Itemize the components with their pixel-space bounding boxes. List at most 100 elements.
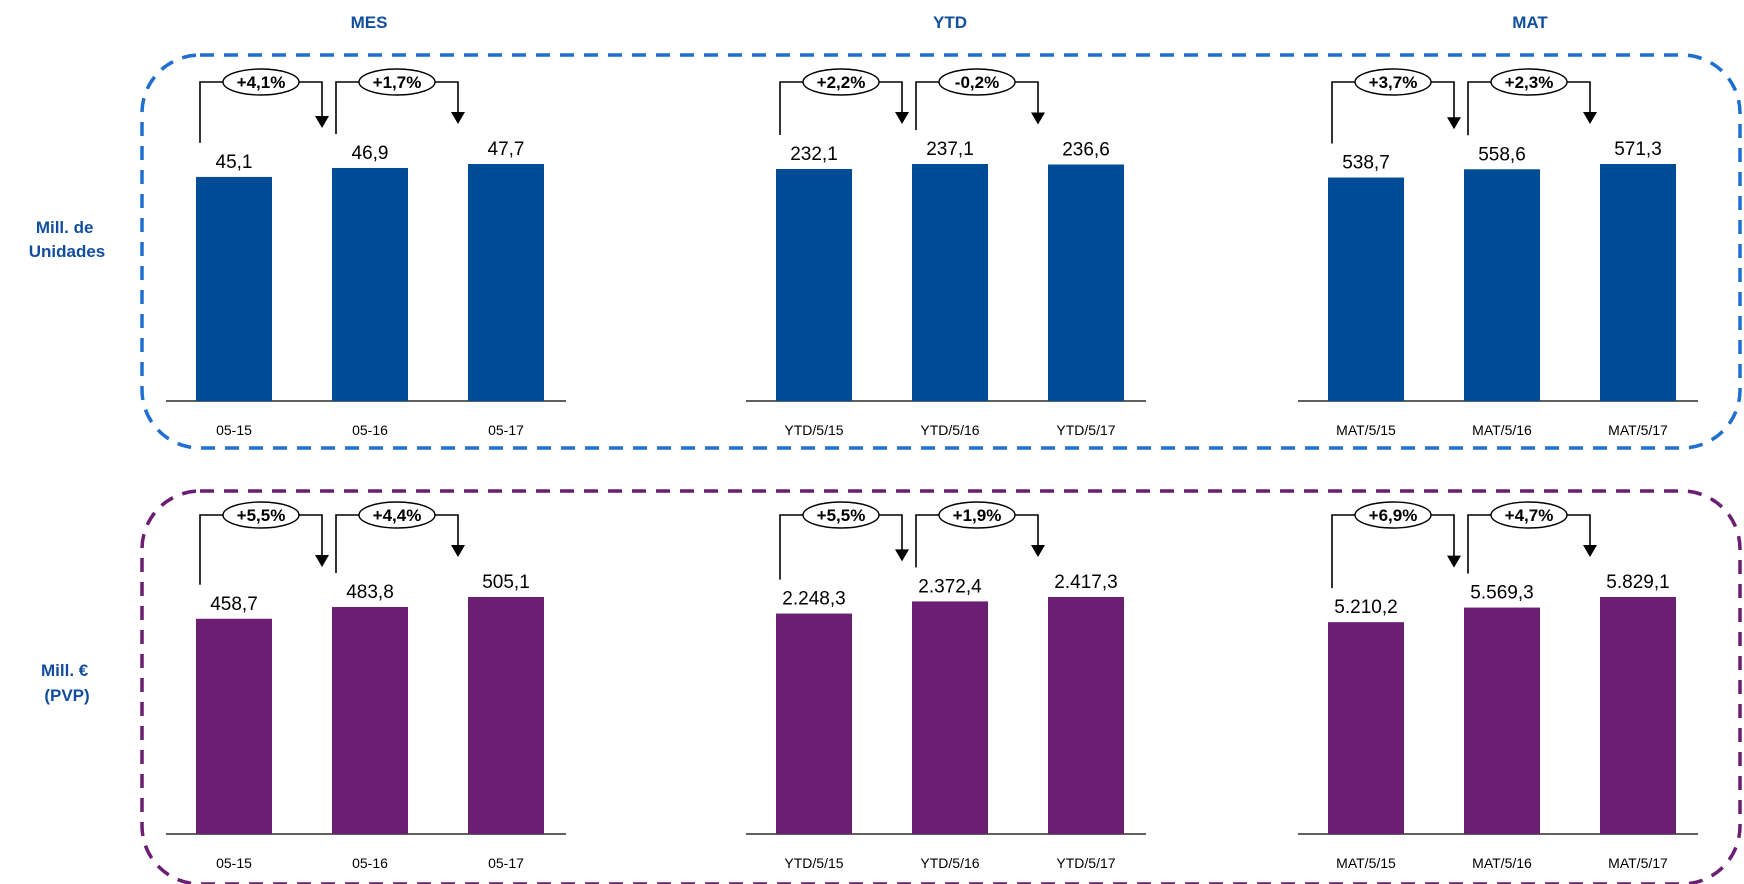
growth-bracket: +2,3% <box>1467 68 1597 136</box>
value-row-frame <box>140 489 1742 884</box>
bar-value-label: 483,8 <box>346 582 394 603</box>
growth-bracket: +4,4% <box>335 501 465 573</box>
bar-ytd-5-15 <box>776 168 852 401</box>
bar-value-label: 5.210,2 <box>1334 597 1397 618</box>
growth-arrowhead <box>1031 112 1045 125</box>
bar-ytd-5-15 <box>776 613 852 834</box>
growth-arrowhead <box>1447 555 1461 568</box>
x-tick-label: YTD/5/16 <box>920 855 979 871</box>
x-tick-label: YTD/5/17 <box>1056 855 1115 871</box>
growth-bracket: +1,7% <box>335 68 465 134</box>
growth-label: +6,9% <box>1369 506 1418 525</box>
growth-bubble <box>1490 501 1568 529</box>
growth-bracket: +4,7% <box>1467 501 1597 574</box>
x-tick-label: 05-17 <box>488 422 524 438</box>
bar-value-label: 2.372,4 <box>918 576 982 597</box>
bar-value-label: 458,7 <box>210 594 258 615</box>
growth-bracket: +5,5% <box>779 501 909 580</box>
growth-label: +2,3% <box>1505 73 1554 92</box>
growth-arrowhead <box>315 115 329 128</box>
bar-05-17 <box>468 597 544 834</box>
bar-value-label: 558,6 <box>1478 144 1526 165</box>
bar-05-15 <box>196 176 272 401</box>
bar-value-label: 5.829,1 <box>1606 572 1669 593</box>
growth-arrowhead <box>315 554 329 567</box>
bar-mat-5-17 <box>1600 597 1676 834</box>
growth-label: +4,4% <box>373 506 422 525</box>
bar-05-15 <box>196 618 272 834</box>
x-tick-label: YTD/5/15 <box>784 855 843 871</box>
growth-label: +5,5% <box>237 506 286 525</box>
x-tick-label: 05-16 <box>352 855 388 871</box>
x-tick-label: MAT/5/15 <box>1336 855 1396 871</box>
panel-units-mat: 538,7 MAT/5/15 558,6 MAT/5/16 571,3 MAT/5/17 +… <box>1298 68 1698 438</box>
bar-value-label: 47,7 <box>488 139 525 160</box>
growth-label: +1,7% <box>373 73 422 92</box>
x-tick-label: 05-15 <box>216 855 252 871</box>
row-label-units: Mill. de Unidades <box>29 218 106 261</box>
row-label-units-line1: Mill. de <box>36 218 94 237</box>
growth-bubble <box>1354 501 1432 529</box>
x-tick-label: YTD/5/15 <box>784 422 843 438</box>
growth-bubble <box>1490 68 1568 96</box>
chart-panels: 45,1 05-15 46,9 05-16 47,7 05-17 +4,1% +1,7% 232… <box>166 68 1698 871</box>
row-label-value-line1: Mill. € <box>41 661 89 680</box>
row-frames <box>140 53 1742 884</box>
growth-bubble <box>358 501 436 529</box>
panel-value-mat: 5.210,2 MAT/5/15 5.569,3 MAT/5/16 5.829,1 MAT… <box>1298 501 1698 871</box>
growth-arrowhead <box>1583 112 1597 124</box>
bar-value-label: 46,9 <box>352 143 389 164</box>
bar-value-label: 571,3 <box>1614 139 1662 160</box>
row-label-value-line2: (PVP) <box>44 686 89 705</box>
panel-value-mes: 458,7 05-15 483,8 05-16 505,1 05-17 +5,5% +4,4% <box>166 501 566 871</box>
growth-bracket: +4,1% <box>199 68 329 143</box>
bar-mat-5-16 <box>1464 169 1540 401</box>
bar-05-16 <box>332 606 408 834</box>
bar-value-label: 232,1 <box>790 144 838 165</box>
x-tick-label: MAT/5/15 <box>1336 422 1396 438</box>
row-label-units-line2: Unidades <box>29 242 106 261</box>
growth-arrowhead <box>895 549 909 562</box>
growth-bracket: -0,2% <box>915 68 1045 130</box>
units-row-frame <box>140 53 1742 450</box>
x-tick-label: MAT/5/16 <box>1472 855 1532 871</box>
growth-bracket: +1,9% <box>915 501 1045 568</box>
growth-bracket: +2,2% <box>779 68 909 135</box>
growth-bubble <box>802 68 880 96</box>
x-tick-label: MAT/5/17 <box>1608 422 1668 438</box>
header-ytd: YTD <box>933 13 967 32</box>
bar-value-label: 236,6 <box>1062 139 1110 160</box>
header-mat: MAT <box>1512 13 1548 32</box>
growth-bubble <box>222 68 300 96</box>
x-tick-label: YTD/5/16 <box>920 422 979 438</box>
bar-ytd-5-16 <box>912 164 988 401</box>
x-tick-label: MAT/5/16 <box>1472 422 1532 438</box>
row-label-value: Mill. € (PVP) <box>41 661 93 705</box>
growth-bubble <box>222 501 300 529</box>
growth-arrowhead <box>1031 545 1045 557</box>
growth-bubble <box>358 68 436 96</box>
x-tick-label: 05-16 <box>352 422 388 438</box>
growth-bubble <box>938 68 1016 96</box>
growth-bubble <box>802 501 880 529</box>
panel-units-ytd: 232,1 YTD/5/15 237,1 YTD/5/16 236,6 YTD/5/17 +… <box>746 68 1146 438</box>
bar-mat-5-16 <box>1464 607 1540 834</box>
bar-mat-5-15 <box>1328 177 1404 401</box>
x-tick-label: 05-17 <box>488 855 524 871</box>
growth-bracket: +3,7% <box>1331 68 1461 144</box>
growth-bubble <box>938 501 1016 529</box>
bar-ytd-5-17 <box>1048 164 1124 401</box>
growth-bubble <box>1354 68 1432 96</box>
growth-arrowhead <box>1583 545 1597 557</box>
bar-05-16 <box>332 167 408 401</box>
growth-arrowhead <box>895 112 909 124</box>
bar-ytd-5-16 <box>912 601 988 834</box>
growth-label: -0,2% <box>955 73 999 92</box>
bar-mat-5-17 <box>1600 164 1676 401</box>
growth-label: +4,1% <box>237 73 286 92</box>
growth-label: +3,7% <box>1369 73 1418 92</box>
growth-bracket: +5,5% <box>199 501 329 585</box>
growth-label: +4,7% <box>1505 506 1554 525</box>
bar-value-label: 5.569,3 <box>1470 583 1533 604</box>
bar-value-label: 2.248,3 <box>782 589 845 610</box>
